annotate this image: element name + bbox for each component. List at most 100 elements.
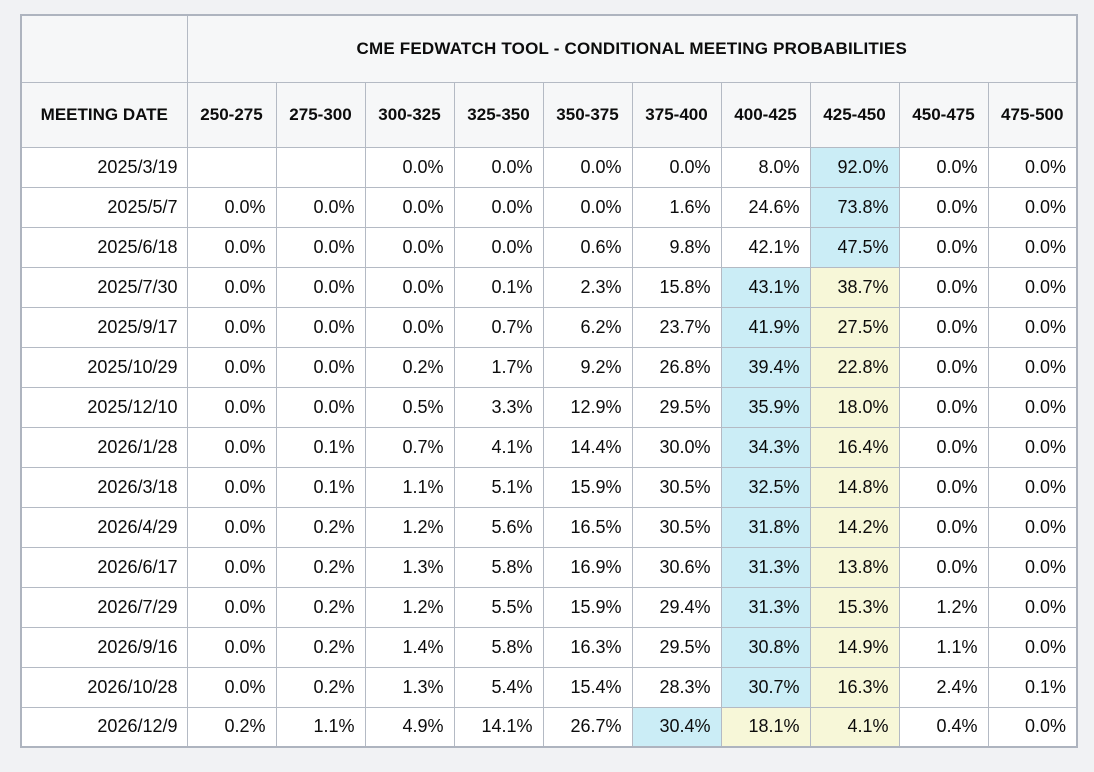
table-row: 2025/12/10 0.0% 0.0% 0.5% 3.3% 12.9% 29.5% 35.9… bbox=[20, 386, 1078, 428]
probability-cell: 5.8% bbox=[453, 626, 544, 668]
table-head: CME FEDWATCH TOOL - CONDITIONAL MEETING … bbox=[20, 14, 1078, 148]
probability-cell: 0.2% bbox=[275, 586, 366, 628]
probability-cell: 43.1% bbox=[720, 266, 811, 308]
meeting-date-column-header: MEETING DATE bbox=[20, 81, 188, 148]
probability-cell: 0.0% bbox=[987, 266, 1078, 308]
rate-bin-header: 275-300 bbox=[275, 81, 366, 148]
probability-cell: 0.2% bbox=[275, 626, 366, 668]
probability-cell: 0.0% bbox=[987, 346, 1078, 388]
corner-cell bbox=[20, 14, 188, 83]
meeting-date-cell: 2025/12/10 bbox=[20, 386, 188, 428]
meeting-date-cell: 2026/4/29 bbox=[20, 506, 188, 548]
probability-cell: 0.0% bbox=[186, 506, 277, 548]
meeting-date-cell: 2025/9/17 bbox=[20, 306, 188, 348]
table-row: 2025/6/18 0.0% 0.0% 0.0% 0.0% 0.6% 9.8% 42.1% 47… bbox=[20, 226, 1078, 268]
probability-cell: 0.0% bbox=[987, 506, 1078, 548]
probability-cell: 30.6% bbox=[631, 546, 722, 588]
probability-cell: 4.1% bbox=[809, 706, 900, 748]
probability-cell: 0.0% bbox=[186, 586, 277, 628]
meeting-date-cell: 2025/5/7 bbox=[20, 186, 188, 228]
probability-cell: 30.5% bbox=[631, 506, 722, 548]
probability-cell: 1.2% bbox=[898, 586, 989, 628]
probability-cell: 30.7% bbox=[720, 666, 811, 708]
probability-cell: 42.1% bbox=[720, 226, 811, 268]
probability-cell: 31.3% bbox=[720, 546, 811, 588]
probability-cell: 0.0% bbox=[453, 226, 544, 268]
probability-cell: 0.0% bbox=[275, 226, 366, 268]
probability-cell: 5.1% bbox=[453, 466, 544, 508]
rate-bin-header: 450-475 bbox=[898, 81, 989, 148]
table-row: 2025/5/7 0.0% 0.0% 0.0% 0.0% 0.0% 1.6% 24.6% 73.… bbox=[20, 186, 1078, 228]
probability-cell: 0.0% bbox=[453, 146, 544, 188]
probability-cell: 0.1% bbox=[275, 426, 366, 468]
probability-cell: 1.2% bbox=[364, 586, 455, 628]
probability-cell: 0.0% bbox=[987, 186, 1078, 228]
probability-cell bbox=[186, 146, 277, 188]
table-row: 2026/3/18 0.0% 0.1% 1.1% 5.1% 15.9% 30.5% 32.5%… bbox=[20, 466, 1078, 508]
probability-cell: 0.0% bbox=[364, 306, 455, 348]
probability-cell: 14.1% bbox=[453, 706, 544, 748]
probability-cell: 0.0% bbox=[186, 226, 277, 268]
probability-cell: 0.5% bbox=[364, 386, 455, 428]
meeting-date-cell: 2026/3/18 bbox=[20, 466, 188, 508]
probability-cell: 0.0% bbox=[898, 346, 989, 388]
probability-cell: 0.0% bbox=[364, 266, 455, 308]
probability-cell: 0.0% bbox=[987, 586, 1078, 628]
probability-cell: 0.0% bbox=[898, 146, 989, 188]
rate-bin-header: 325-350 bbox=[453, 81, 544, 148]
probability-cell: 0.0% bbox=[987, 146, 1078, 188]
probability-cell: 0.0% bbox=[898, 186, 989, 228]
probability-cell: 5.6% bbox=[453, 506, 544, 548]
probability-cell: 4.9% bbox=[364, 706, 455, 748]
probability-cell: 2.4% bbox=[898, 666, 989, 708]
probability-cell: 30.0% bbox=[631, 426, 722, 468]
probability-cell: 35.9% bbox=[720, 386, 811, 428]
table-row: 2026/4/29 0.0% 0.2% 1.2% 5.6% 16.5% 30.5% 31.8%… bbox=[20, 506, 1078, 548]
probability-cell: 0.0% bbox=[987, 306, 1078, 348]
probability-cell: 14.8% bbox=[809, 466, 900, 508]
probability-cell: 0.0% bbox=[987, 626, 1078, 668]
probability-cell: 0.0% bbox=[631, 146, 722, 188]
table-row: 2026/7/29 0.0% 0.2% 1.2% 5.5% 15.9% 29.4% 31.3%… bbox=[20, 586, 1078, 628]
probability-cell: 29.4% bbox=[631, 586, 722, 628]
fedwatch-probability-table: CME FEDWATCH TOOL - CONDITIONAL MEETING … bbox=[20, 14, 1078, 748]
probability-cell: 30.4% bbox=[631, 706, 722, 748]
meeting-date-cell: 2025/3/19 bbox=[20, 146, 188, 188]
probability-cell: 0.0% bbox=[987, 466, 1078, 508]
probability-cell: 0.0% bbox=[898, 546, 989, 588]
probability-cell: 9.8% bbox=[631, 226, 722, 268]
probability-cell: 29.5% bbox=[631, 626, 722, 668]
probability-cell: 6.2% bbox=[542, 306, 633, 348]
probability-cell: 1.4% bbox=[364, 626, 455, 668]
probability-cell: 1.7% bbox=[453, 346, 544, 388]
probability-cell: 16.4% bbox=[809, 426, 900, 468]
probability-cell: 9.2% bbox=[542, 346, 633, 388]
probability-cell: 41.9% bbox=[720, 306, 811, 348]
rate-bin-header: 475-500 bbox=[987, 81, 1078, 148]
meeting-date-cell: 2026/9/16 bbox=[20, 626, 188, 668]
meeting-date-cell: 2026/12/9 bbox=[20, 706, 188, 748]
rate-bin-header: 375-400 bbox=[631, 81, 722, 148]
title-row: CME FEDWATCH TOOL - CONDITIONAL MEETING … bbox=[20, 14, 1078, 83]
rate-bin-header: 250-275 bbox=[186, 81, 277, 148]
probability-cell: 0.0% bbox=[186, 626, 277, 668]
table-row: 2026/1/28 0.0% 0.1% 0.7% 4.1% 14.4% 30.0% 34.3%… bbox=[20, 426, 1078, 468]
probability-cell: 1.3% bbox=[364, 666, 455, 708]
probability-cell: 0.0% bbox=[898, 506, 989, 548]
probability-cell: 0.0% bbox=[364, 226, 455, 268]
probability-cell: 0.2% bbox=[364, 346, 455, 388]
probability-cell: 0.0% bbox=[542, 146, 633, 188]
probability-cell: 0.0% bbox=[453, 186, 544, 228]
fedwatch-table-container: CME FEDWATCH TOOL - CONDITIONAL MEETING … bbox=[20, 14, 1078, 748]
probability-cell: 0.0% bbox=[364, 146, 455, 188]
probability-cell: 30.5% bbox=[631, 466, 722, 508]
probability-cell: 0.0% bbox=[987, 386, 1078, 428]
probability-cell: 0.1% bbox=[275, 466, 366, 508]
probability-cell: 0.0% bbox=[898, 266, 989, 308]
probability-cell: 0.0% bbox=[987, 706, 1078, 748]
probability-cell: 16.3% bbox=[542, 626, 633, 668]
probability-cell: 0.0% bbox=[186, 306, 277, 348]
table-row: 2026/12/9 0.2% 1.1% 4.9% 14.1% 26.7% 30.4% 18.1… bbox=[20, 706, 1078, 748]
probability-cell: 30.8% bbox=[720, 626, 811, 668]
probability-cell: 0.1% bbox=[987, 666, 1078, 708]
